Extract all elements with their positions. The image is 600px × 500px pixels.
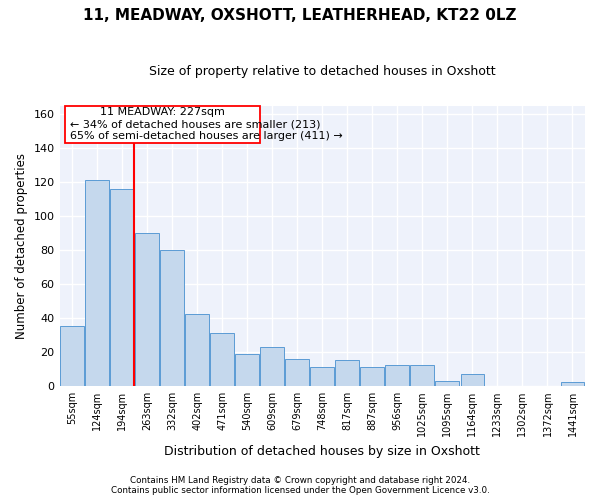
- Bar: [185, 314, 209, 386]
- FancyBboxPatch shape: [65, 106, 260, 143]
- Bar: [110, 189, 134, 386]
- Bar: [410, 366, 434, 386]
- Y-axis label: Number of detached properties: Number of detached properties: [15, 152, 28, 338]
- Bar: [160, 250, 184, 386]
- Bar: [560, 382, 584, 386]
- Text: ← 34% of detached houses are smaller (213): ← 34% of detached houses are smaller (21…: [70, 119, 320, 129]
- Title: Size of property relative to detached houses in Oxshott: Size of property relative to detached ho…: [149, 65, 496, 78]
- Bar: [135, 233, 159, 386]
- Bar: [436, 380, 459, 386]
- Bar: [210, 333, 234, 386]
- Bar: [235, 354, 259, 386]
- Bar: [60, 326, 84, 386]
- Bar: [385, 366, 409, 386]
- Bar: [260, 346, 284, 386]
- Bar: [310, 367, 334, 386]
- Bar: [335, 360, 359, 386]
- X-axis label: Distribution of detached houses by size in Oxshott: Distribution of detached houses by size …: [164, 444, 480, 458]
- Text: Contains HM Land Registry data © Crown copyright and database right 2024.
Contai: Contains HM Land Registry data © Crown c…: [110, 476, 490, 495]
- Text: 11, MEADWAY, OXSHOTT, LEATHERHEAD, KT22 0LZ: 11, MEADWAY, OXSHOTT, LEATHERHEAD, KT22 …: [83, 8, 517, 22]
- Bar: [85, 180, 109, 386]
- Text: 11 MEADWAY: 227sqm: 11 MEADWAY: 227sqm: [100, 108, 224, 118]
- Bar: [461, 374, 484, 386]
- Text: 65% of semi-detached houses are larger (411) →: 65% of semi-detached houses are larger (…: [70, 131, 343, 141]
- Bar: [286, 358, 309, 386]
- Bar: [361, 367, 384, 386]
